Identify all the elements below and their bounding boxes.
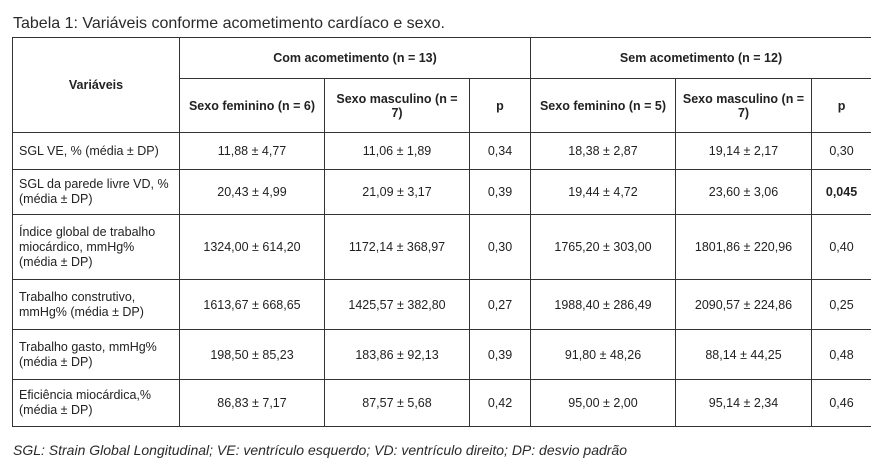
header-group-without: Sem acometimento (n = 12) [529,37,871,79]
table-row: SGL da parede livre VD, % (média ± DP) 2… [12,169,871,215]
cell-without-female: 95,00 ± 2,00 [530,379,676,427]
cell-with-p: 0,30 [469,214,531,280]
header-without-male: Sexo masculino (n = 7) [675,78,812,133]
cell-with-female: 20,43 ± 4,99 [179,169,325,215]
header-group-with: Com acometimento (n = 13) [179,37,531,79]
cell-without-p: 0,30 [810,132,871,170]
cell-without-female: 1988,40 ± 286,49 [530,279,676,330]
cell-without-p: 0,48 [810,329,871,380]
cell-without-female: 18,38 ± 2,87 [530,132,676,170]
header-with-female: Sexo feminino (n = 6) [179,78,325,133]
header-row-subgroups: Sexo feminino (n = 6) Sexo masculino (n … [13,78,871,133]
cell-with-male: 183,86 ± 92,13 [324,329,470,380]
cell-with-male: 1425,57 ± 382,80 [324,279,470,330]
table-row: Trabalho gasto, mmHg% (média ± DP) 198,5… [12,329,871,380]
table-row: Trabalho construtivo, mmHg% (média ± DP)… [12,279,871,330]
row-label: Índice global de trabalho miocárdico, mm… [12,214,180,280]
row-label: Trabalho construtivo, mmHg% (média ± DP) [12,279,180,330]
cell-without-p: 0,25 [810,279,871,330]
cell-with-male: 87,57 ± 5,68 [324,379,470,427]
results-table: Variáveis Com acometimento (n = 13) Sem … [12,37,871,427]
row-label: Trabalho gasto, mmHg% (média ± DP) [12,329,180,380]
cell-without-p: 0,46 [810,379,871,427]
table-footnote: SGL: Strain Global Longitudinal; VE: ven… [13,442,628,458]
cell-with-male: 1172,14 ± 368,97 [324,214,470,280]
table-row: SGL VE, % (média ± DP) 11,88 ± 4,77 11,0… [12,132,871,170]
cell-with-female: 86,83 ± 7,17 [179,379,325,427]
header-without-p: p [810,78,871,133]
cell-without-male: 88,14 ± 44,25 [675,329,812,380]
header-without-female: Sexo feminino (n = 5) [530,78,676,133]
cell-without-female: 19,44 ± 4,72 [530,169,676,215]
row-label: SGL VE, % (média ± DP) [12,132,180,170]
cell-without-female: 1765,20 ± 303,00 [530,214,676,280]
header-with-p: p [469,78,531,133]
cell-with-female: 1613,67 ± 668,65 [179,279,325,330]
cell-with-p: 0,39 [469,169,531,215]
row-label: SGL da parede livre VD, % (média ± DP) [12,169,180,215]
cell-without-p: 0,40 [810,214,871,280]
cell-with-p: 0,42 [469,379,531,427]
table-title: Tabela 1: Variáveis conforme acometiment… [13,15,445,32]
cell-with-p: 0,27 [469,279,531,330]
cell-without-p-significant: 0,045 [810,169,871,215]
cell-without-male: 23,60 ± 3,06 [675,169,812,215]
cell-with-male: 11,06 ± 1,89 [324,132,470,170]
cell-with-male: 21,09 ± 3,17 [324,169,470,215]
cell-with-p: 0,34 [469,132,531,170]
row-label: Eficiência miocárdica,% (média ± DP) [12,379,180,427]
cell-without-male: 19,14 ± 2,17 [675,132,812,170]
cell-with-p: 0,39 [469,329,531,380]
cell-with-female: 1324,00 ± 614,20 [179,214,325,280]
table-row: Índice global de trabalho miocárdico, mm… [12,214,871,280]
header-with-male: Sexo masculino (n = 7) [324,78,470,133]
cell-without-male: 95,14 ± 2,34 [675,379,812,427]
cell-without-female: 91,80 ± 48,26 [530,329,676,380]
cell-with-female: 11,88 ± 4,77 [179,132,325,170]
cell-with-female: 198,50 ± 85,23 [179,329,325,380]
cell-without-male: 1801,86 ± 220,96 [675,214,812,280]
cell-without-male: 2090,57 ± 224,86 [675,279,812,330]
header-variables: Variáveis [12,37,180,133]
table-row: Eficiência miocárdica,% (média ± DP) 86,… [12,379,871,427]
header-row-groups: Variáveis Com acometimento (n = 13) Sem … [12,37,871,133]
